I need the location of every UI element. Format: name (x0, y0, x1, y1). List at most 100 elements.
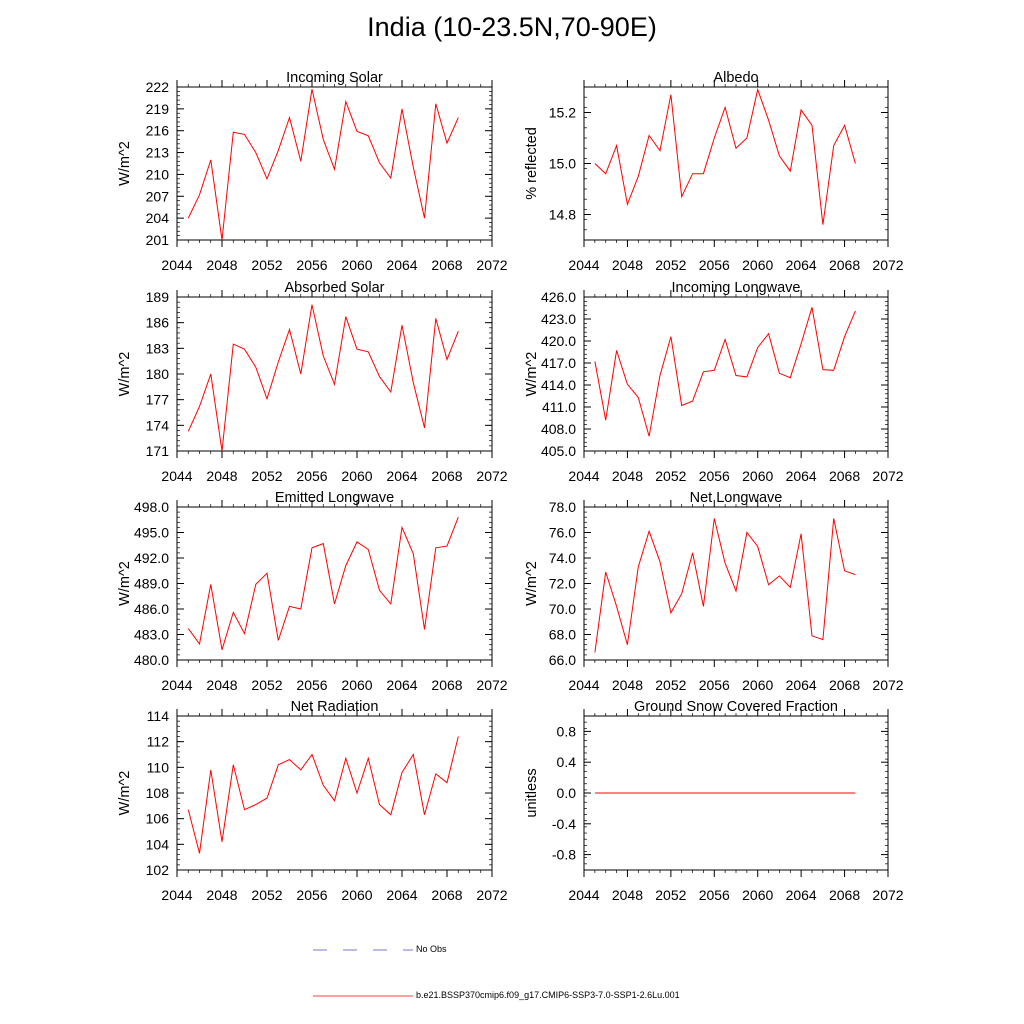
x-tick-label: 2064 (786, 887, 817, 903)
x-tick-label: 2064 (786, 257, 817, 273)
x-tick-label: 2068 (431, 677, 462, 693)
y-tick-label: 0.8 (557, 723, 577, 739)
x-tick-label: 2056 (699, 677, 730, 693)
y-tick-label: 426.0 (541, 289, 576, 305)
x-tick-label: 2052 (655, 257, 686, 273)
series-line-1 (187, 736, 459, 854)
y-tick-label: 104 (146, 836, 170, 852)
y-axis-label: W/m^2 (524, 561, 540, 606)
y-tick-label: 411.0 (542, 399, 576, 415)
series-line-1 (594, 307, 856, 437)
plot-frame (583, 86, 889, 241)
x-tick-label: 2072 (872, 257, 903, 273)
legend-model-label: b.e21.BSSP370cmip6.f09_g17.CMIP6-SSP3-7.… (416, 990, 680, 1000)
y-tick-label: 112 (147, 734, 170, 750)
y-tick-label: 70.0 (549, 601, 576, 617)
y-tick-label: 0.0 (557, 785, 577, 801)
x-tick-label: 2052 (251, 257, 282, 273)
y-tick-label: 74.0 (549, 550, 576, 566)
x-tick-label: 2072 (476, 677, 507, 693)
panel-6: Net Longwave W/m^2 66.0 68.0 70.0 72.0 74.0 76.… (524, 490, 904, 693)
y-axis-label: W/m^2 (117, 352, 133, 397)
x-tick-label: 2044 (161, 887, 192, 903)
panel-title: Incoming Solar (286, 70, 383, 86)
panel-title: Net Longwave (690, 490, 783, 506)
y-tick-label: 222 (146, 79, 170, 95)
panel-title: Ground Snow Covered Fraction (634, 699, 838, 715)
plot-frame (176, 715, 493, 871)
y-tick-label: 66.0 (549, 652, 576, 668)
x-tick-label: 2044 (568, 677, 599, 693)
x-tick-label: 2068 (829, 257, 860, 273)
series-line-1 (594, 87, 856, 225)
panels: Incoming Solar W/m^2 201 204 207 210 213 216 219… (117, 70, 904, 903)
panel-3: Absorbed Solar W/m^2 171 174 177 180 183 186 189… (117, 280, 508, 484)
y-axis-label: W/m^2 (117, 141, 133, 186)
x-tick-label: 2052 (251, 677, 282, 693)
y-tick-label: 483.0 (134, 627, 169, 643)
x-tick-label: 2056 (699, 468, 730, 484)
series-line-1 (594, 518, 856, 653)
panel-title: Absorbed Solar (285, 280, 385, 296)
x-tick-label: 2056 (296, 257, 327, 273)
y-tick-label: 15.2 (549, 105, 576, 121)
x-tick-label: 2052 (251, 887, 282, 903)
x-tick-label: 2048 (612, 887, 643, 903)
y-tick-label: 114 (147, 708, 170, 724)
y-tick-label: 102 (146, 862, 170, 878)
x-tick-label: 2064 (386, 468, 417, 484)
y-tick-label: 492.0 (134, 550, 169, 566)
y-tick-label: 0.4 (557, 754, 577, 770)
y-tick-label: 78.0 (549, 499, 576, 515)
legend (313, 949, 413, 997)
y-tick-label: 106 (146, 811, 170, 827)
series-line-1 (187, 304, 459, 452)
x-tick-label: 2052 (655, 468, 686, 484)
x-tick-label: 2060 (341, 257, 372, 273)
x-tick-label: 2060 (742, 677, 773, 693)
plot-frame (176, 506, 493, 661)
x-tick-label: 2044 (161, 677, 192, 693)
legend-obs-label: No Obs (416, 944, 447, 954)
panel-title: Incoming Longwave (672, 280, 801, 296)
panel-2: Albedo % reflected 14.8 15.0 15.2 2044 2048 205… (524, 70, 904, 273)
panel-5: Emitted Longwave W/m^2 480.0 483.0 486.0 489.… (117, 490, 508, 693)
x-tick-label: 2052 (655, 887, 686, 903)
x-tick-label: 2048 (206, 257, 237, 273)
x-tick-label: 2052 (655, 677, 686, 693)
x-tick-label: 2072 (476, 887, 507, 903)
y-tick-label: 414.0 (541, 377, 576, 393)
y-tick-label: 204 (146, 210, 170, 226)
y-tick-label: 219 (146, 101, 170, 117)
y-tick-label: 486.0 (134, 601, 169, 617)
y-tick-label: 110 (147, 759, 170, 775)
x-tick-label: 2064 (786, 677, 817, 693)
x-tick-label: 2064 (386, 257, 417, 273)
x-tick-label: 2060 (341, 677, 372, 693)
x-tick-label: 2072 (872, 468, 903, 484)
x-tick-label: 2064 (386, 887, 417, 903)
x-tick-label: 2056 (296, 887, 327, 903)
x-tick-label: 2048 (206, 468, 237, 484)
y-tick-label: -0.4 (552, 816, 576, 832)
y-tick-label: 201 (146, 232, 170, 248)
x-tick-label: 2072 (476, 257, 507, 273)
y-tick-label: 15.0 (549, 156, 576, 172)
x-tick-label: 2044 (568, 887, 599, 903)
x-tick-label: 2044 (568, 468, 599, 484)
x-tick-label: 2044 (568, 257, 599, 273)
y-tick-label: 417.0 (541, 355, 576, 371)
y-tick-label: 14.8 (549, 207, 576, 223)
x-tick-label: 2072 (872, 677, 903, 693)
y-tick-label: 189 (146, 289, 170, 305)
y-tick-label: 171 (146, 443, 170, 459)
y-tick-label: 72.0 (549, 576, 576, 592)
y-tick-label: 213 (146, 145, 170, 161)
y-tick-label: 68.0 (549, 627, 576, 643)
y-tick-label: 216 (146, 123, 170, 139)
y-tick-label: 210 (146, 166, 170, 182)
panel-1: Incoming Solar W/m^2 201 204 207 210 213 216 219… (117, 70, 508, 273)
y-tick-label: 186 (146, 315, 170, 331)
y-tick-label: 489.0 (134, 576, 169, 592)
